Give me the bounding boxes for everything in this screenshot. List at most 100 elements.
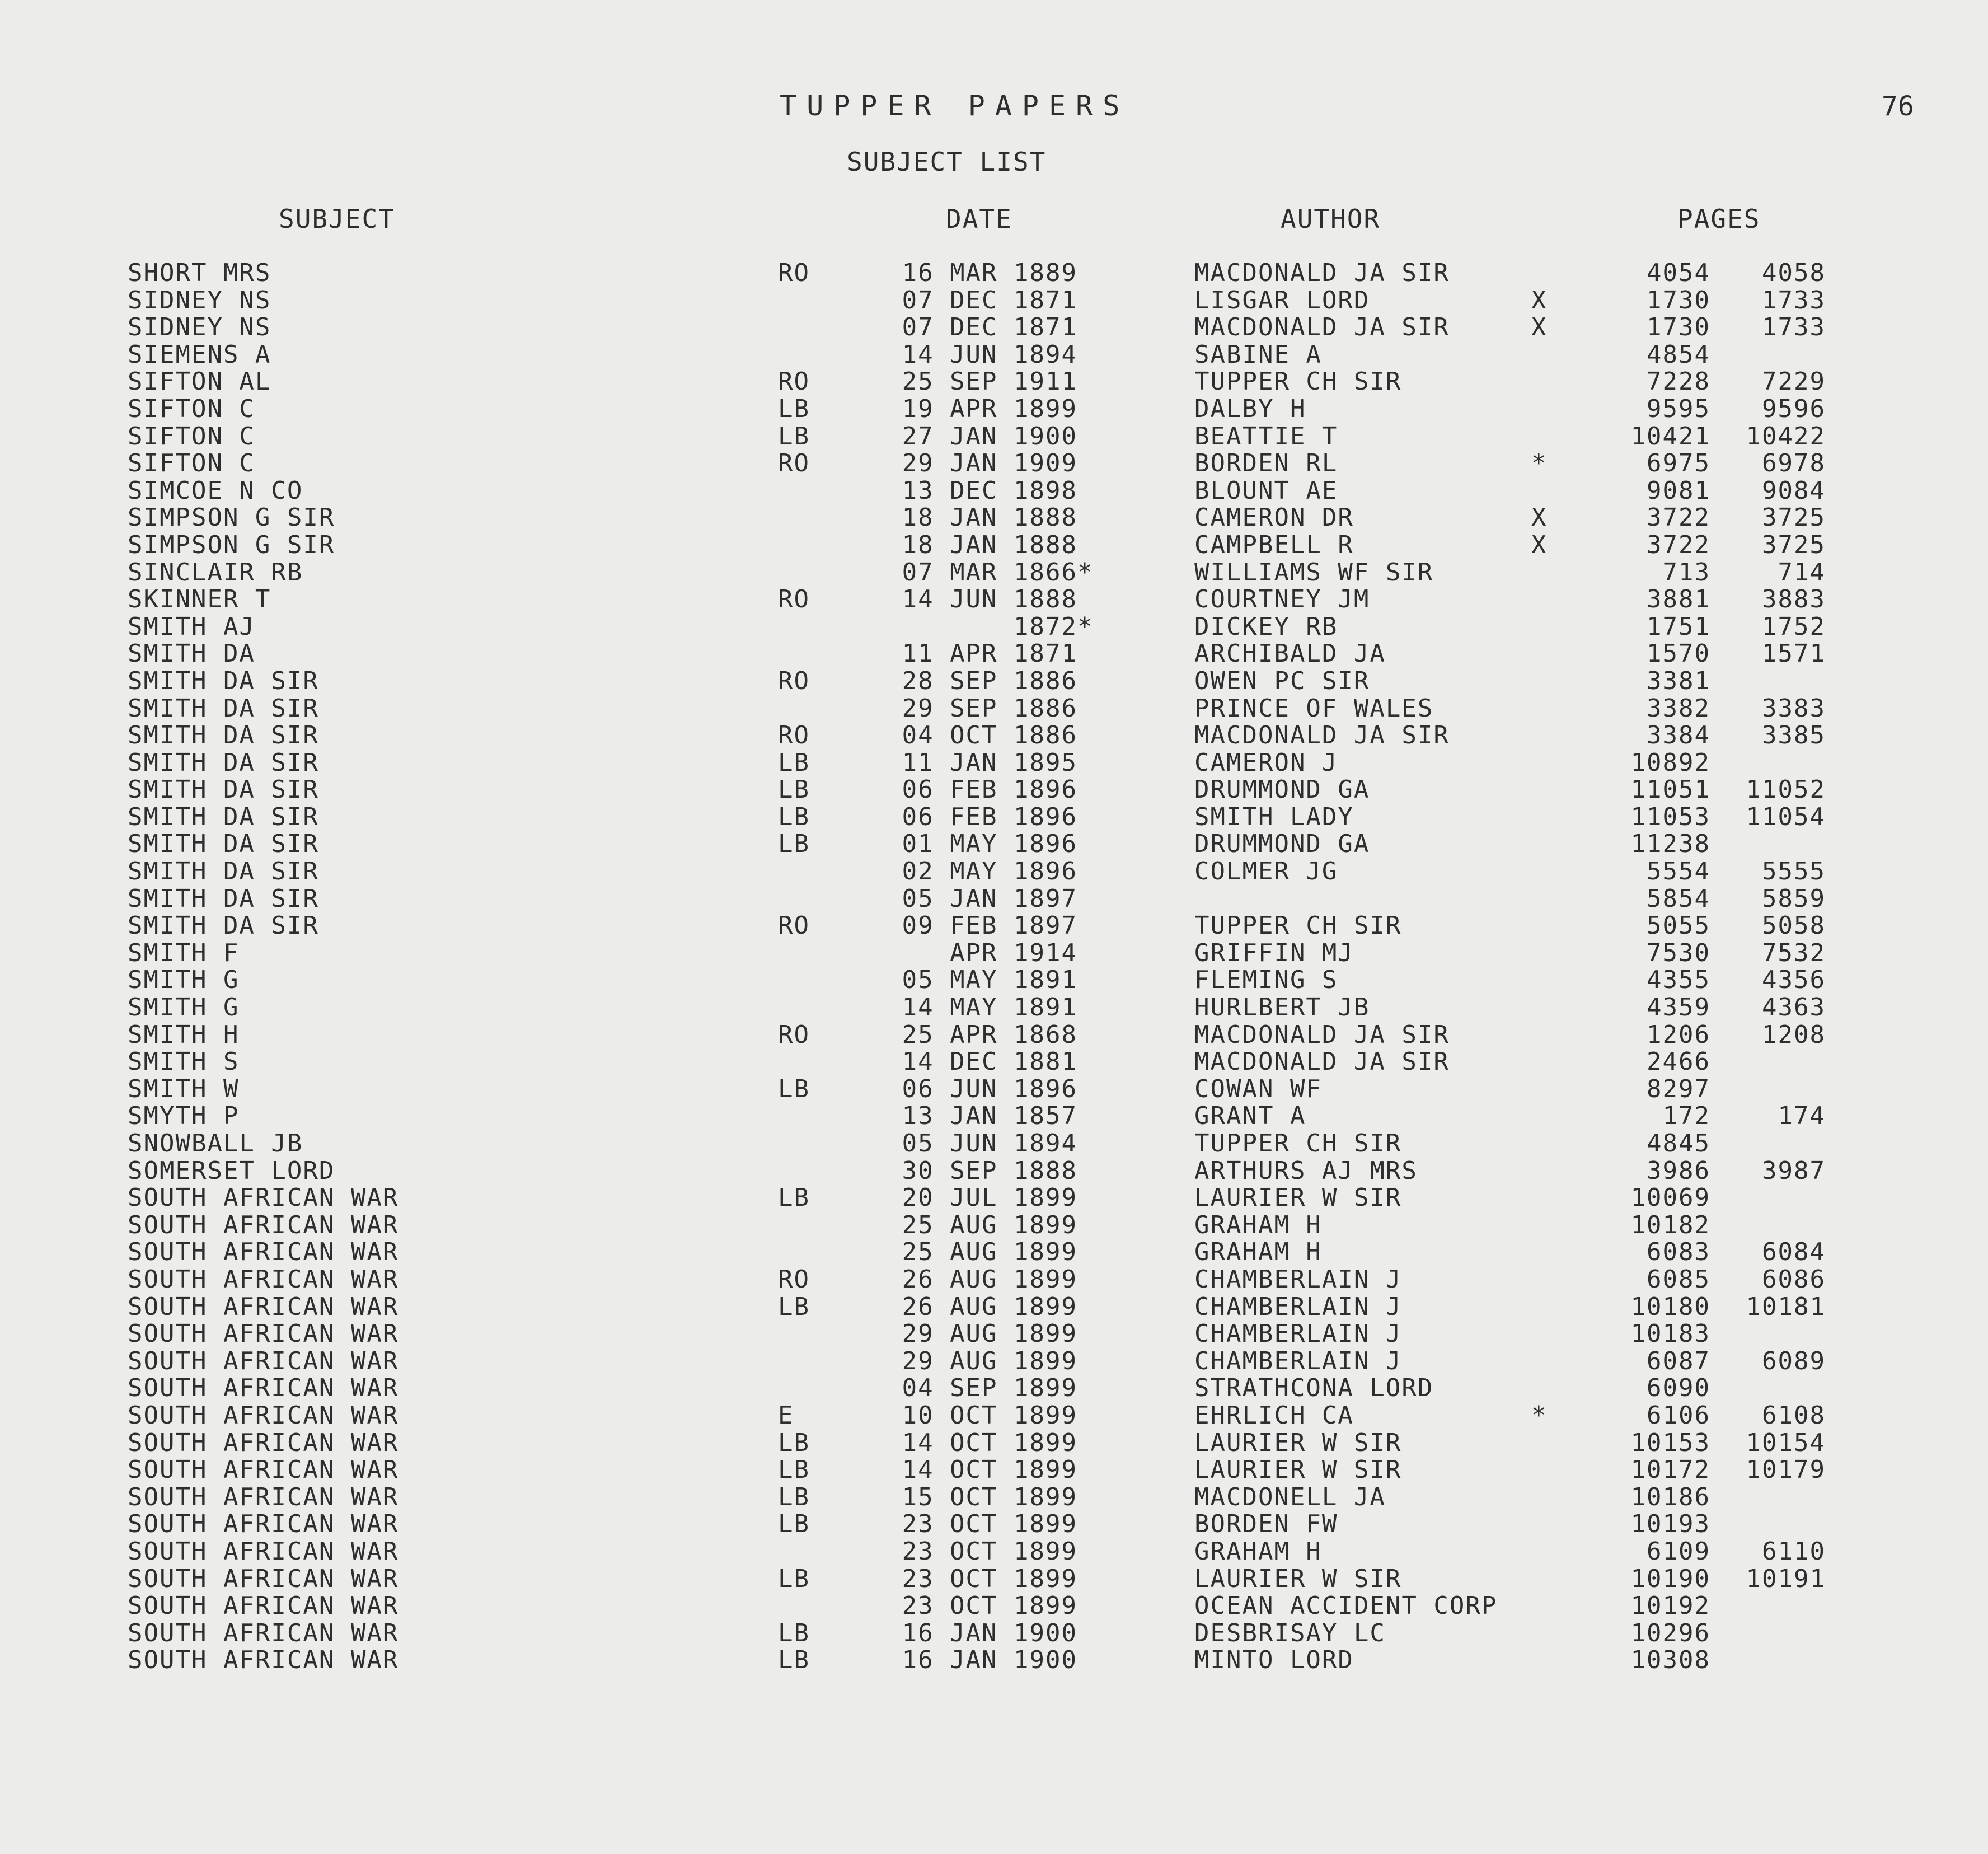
author-cell: GRANT A — [1194, 1102, 1306, 1131]
page-end-cell: 1208 — [1762, 1020, 1826, 1049]
page-start-cell: 6085 — [1647, 1265, 1710, 1294]
page-end-cell: 1733 — [1762, 285, 1826, 315]
code-cell: LB — [778, 775, 810, 804]
subject-cell: SMITH G — [128, 993, 240, 1022]
page-end-cell: 4356 — [1762, 966, 1826, 995]
subject-cell: SMITH G — [128, 966, 240, 995]
flag-marker: X — [1531, 313, 1548, 342]
subject-cell: SKINNER T — [128, 585, 271, 614]
code-cell: RO — [778, 721, 810, 750]
author-cell: DICKEY RB — [1194, 612, 1338, 641]
author-cell: GRAHAM H — [1194, 1210, 1322, 1239]
page-start-cell: 3382 — [1647, 694, 1710, 723]
author-cell: HURLBERT JB — [1194, 993, 1370, 1022]
author-cell: WILLIAMS WF SIR — [1194, 558, 1434, 587]
author-cell: FLEMING S — [1194, 966, 1338, 995]
table-row: SKINNER T RO 14 JUN 1888 COURTNEY JM 3881 388… — [0, 586, 1988, 614]
date-cell: 26 AUG 1899 — [902, 1265, 1077, 1294]
table-row: SOUTH AFRICAN WAR 04 SEP 1899 STRATHCONA L… — [0, 1375, 1988, 1402]
page-start-cell: 3381 — [1647, 666, 1710, 695]
subject-cell: SIFTON AL — [128, 367, 271, 396]
page-start-cell: 11051 — [1630, 775, 1710, 804]
date-cell: 18 JAN 1888 — [902, 530, 1077, 559]
code-cell: LB — [778, 1646, 810, 1675]
page-start-cell: 9081 — [1647, 476, 1710, 505]
subject-cell: SOUTH AFRICAN WAR — [128, 1428, 399, 1457]
date-cell: 04 SEP 1899 — [902, 1374, 1077, 1403]
subject-cell: SIEMENS A — [128, 340, 271, 369]
subject-cell: SMITH DA SIR — [128, 884, 319, 913]
author-cell: OWEN PC SIR — [1194, 666, 1370, 695]
author-cell: GRAHAM H — [1194, 1537, 1322, 1566]
page-start-cell: 3722 — [1647, 503, 1710, 532]
date-cell: 20 JUL 1899 — [902, 1183, 1077, 1212]
table-row: SOUTH AFRICAN WAR LB 16 JAN 1900 DESBRISAY … — [0, 1618, 1988, 1647]
subject-cell: SOUTH AFRICAN WAR — [128, 1618, 399, 1647]
subject-cell: SOUTH AFRICAN WAR — [128, 1401, 399, 1430]
page-start-cell: 10186 — [1630, 1482, 1710, 1511]
author-cell: COURTNEY JM — [1194, 585, 1370, 614]
page-start-cell: 4854 — [1647, 340, 1710, 369]
author-cell: TUPPER CH SIR — [1194, 1129, 1402, 1158]
date-cell: 29 SEP 1886 — [902, 694, 1077, 723]
author-cell: CAMPBELL R — [1194, 530, 1354, 559]
author-cell: DRUMMOND GA — [1194, 830, 1370, 859]
flag-marker: * — [1531, 1401, 1548, 1430]
page-end-cell: 4363 — [1762, 993, 1826, 1022]
table-row: SMITH DA SIR 05 JAN 1897 5854 5859 — [0, 884, 1988, 913]
date-cell: 23 OCT 1899 — [902, 1510, 1077, 1539]
subject-cell: SOMERSET LORD — [128, 1156, 335, 1185]
table-row: SMITH F APR 1914 GRIFFIN MJ 7530 7532 — [0, 938, 1988, 967]
author-cell: CAMERON DR — [1194, 503, 1354, 532]
subject-cell: SOUTH AFRICAN WAR — [128, 1346, 399, 1375]
date-cell: 06 FEB 1896 — [902, 775, 1077, 804]
page-start-cell: 1730 — [1647, 313, 1710, 342]
table-row: SOUTH AFRICAN WAR LB 23 OCT 1899 BORDEN FW 1… — [0, 1511, 1988, 1538]
page-end-cell: 6086 — [1762, 1265, 1826, 1294]
date-cell: 06 FEB 1896 — [902, 802, 1077, 831]
subject-cell: SIMPSON G SIR — [128, 530, 335, 559]
date-cell: 23 OCT 1899 — [902, 1591, 1077, 1621]
subject-cell: SMITH DA SIR — [128, 721, 319, 750]
subject-cell: SMITH H — [128, 1020, 240, 1049]
page-start-cell: 1570 — [1647, 639, 1710, 668]
table-row: SOMERSET LORD 30 SEP 1888 ARTHURS AJ MRS 39… — [0, 1156, 1988, 1185]
table-row: SMITH G 14 MAY 1891 HURLBERT JB 4359 4363 — [0, 994, 1988, 1022]
code-cell: LB — [778, 1455, 810, 1485]
table-row: SOUTH AFRICAN WAR LB 14 OCT 1899 LAURIER W … — [0, 1428, 1988, 1457]
page-start-cell: 10308 — [1630, 1646, 1710, 1675]
date-cell: 14 JUN 1894 — [902, 340, 1077, 369]
author-cell: ARCHIBALD JA — [1194, 639, 1386, 668]
subject-cell: SMITH DA SIR — [128, 911, 319, 940]
author-cell: CAMERON J — [1194, 748, 1338, 777]
page-end-cell: 1571 — [1762, 639, 1826, 668]
subject-list-table: SHORT MRS RO 16 MAR 1889 MACDONALD JA SIR 40… — [0, 259, 1988, 1675]
date-cell: 26 AUG 1899 — [902, 1292, 1077, 1321]
date-cell: 07 DEC 1871 — [902, 285, 1077, 315]
table-row: SIDNEY NS 07 DEC 1871 LISGAR LORD X 1730 1733 — [0, 287, 1988, 315]
date-cell: 29 JAN 1909 — [902, 449, 1077, 478]
page-start-cell: 4355 — [1647, 966, 1710, 995]
page-start-cell: 10892 — [1630, 748, 1710, 777]
author-cell: EHRLICH CA — [1194, 1401, 1354, 1430]
page-start-cell: 172 — [1662, 1102, 1710, 1131]
date-cell: 15 OCT 1899 — [902, 1482, 1077, 1511]
code-cell: RO — [778, 1265, 810, 1294]
date-cell: 18 JAN 1888 — [902, 503, 1077, 532]
table-row: SMITH DA SIR RO 28 SEP 1886 OWEN PC SIR 3381 — [0, 666, 1988, 695]
code-cell: RO — [778, 259, 810, 287]
subject-cell: SMITH DA SIR — [128, 775, 319, 804]
page-start-cell: 5554 — [1647, 857, 1710, 886]
date-cell: 14 DEC 1881 — [902, 1047, 1077, 1076]
page-start-cell: 5055 — [1647, 911, 1710, 940]
page-start-cell: 3722 — [1647, 530, 1710, 559]
table-row: SOUTH AFRICAN WAR 29 AUG 1899 CHAMBERLAIN … — [0, 1346, 1988, 1375]
page-end-cell: 11052 — [1746, 775, 1826, 804]
code-cell: LB — [778, 748, 810, 777]
page-start-cell: 6975 — [1647, 449, 1710, 478]
date-cell: 14 JUN 1888 — [902, 585, 1077, 614]
page-start-cell: 8297 — [1647, 1074, 1710, 1103]
page-end-cell: 1733 — [1762, 313, 1826, 342]
page-start-cell: 7530 — [1647, 938, 1710, 967]
code-cell: RO — [778, 367, 810, 396]
